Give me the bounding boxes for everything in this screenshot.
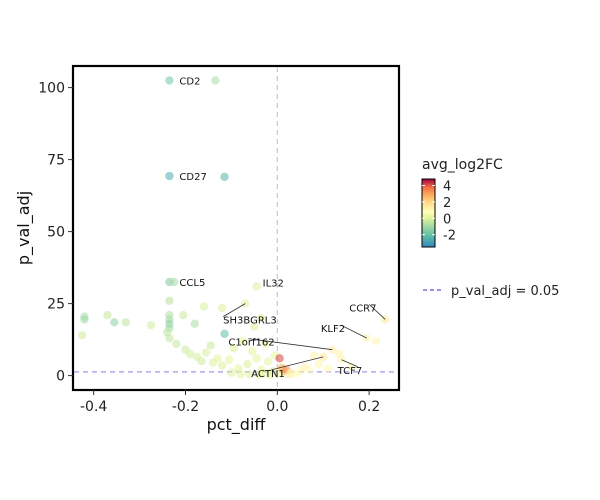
- data-point: [261, 339, 271, 349]
- data-point: [121, 318, 131, 327]
- color-bar-tick-label: 0: [443, 212, 451, 227]
- color-legend: avg_log2FC 420 -2: [421, 157, 503, 248]
- data-point: [211, 76, 220, 85]
- data-point: [323, 364, 333, 373]
- data-point: [371, 336, 381, 346]
- data-point: [238, 336, 248, 346]
- labels-layer: CD2 CD27 CCL5 IL32 SH3BGRL3 CCR7 KLF2 TCF7 C1orf…: [179, 76, 386, 380]
- data-point: [309, 351, 319, 360]
- data-point: [314, 359, 323, 369]
- gene-label: KLF2: [321, 324, 345, 335]
- gene-label: ACTN1: [251, 369, 285, 380]
- label-connector: [271, 356, 324, 371]
- data-point: [243, 359, 252, 369]
- data-point: [247, 346, 257, 356]
- data-point: [185, 349, 195, 359]
- y-tick-label: 75: [47, 153, 65, 169]
- gene-label: CCL5: [179, 278, 205, 289]
- data-point: [245, 369, 254, 379]
- x-axis-title: pct_diff: [207, 415, 267, 435]
- gene-label: CD27: [179, 172, 206, 183]
- gene-label: SH3BGRL3: [223, 316, 277, 327]
- label-connector: [341, 359, 358, 368]
- data-point: [199, 302, 209, 311]
- data-point: [259, 369, 268, 378]
- data-point: [220, 329, 229, 339]
- y-tick-label: 100: [38, 81, 65, 97]
- data-point: [337, 355, 346, 364]
- y-tick-label: 50: [47, 225, 65, 241]
- plot-border: [71, 64, 401, 392]
- data-point: [224, 355, 234, 364]
- data-point: [77, 331, 87, 340]
- data-point: [236, 369, 245, 379]
- color-bar-tick-label: 4: [443, 180, 451, 195]
- gene-label: TCF7: [337, 366, 363, 377]
- x-tick-label: -0.2: [172, 399, 199, 415]
- data-point: [305, 365, 314, 375]
- threshold-legend-label: p_val_adj = 0.05: [451, 284, 559, 299]
- threshold-legend: p_val_adj = 0.05: [423, 284, 559, 299]
- data-point: [103, 310, 112, 320]
- y-tick-label: 0: [56, 369, 65, 385]
- data-point: [80, 315, 89, 324]
- data-point: [240, 299, 250, 308]
- label-connector: [340, 324, 368, 339]
- color-bar: [421, 178, 436, 248]
- plot-area: CD2 CD27 CCL5 IL32 SH3BGRL3 CCR7 KLF2 TCF7 C1orf…: [71, 64, 401, 392]
- color-bar-ticks: 420 -2: [422, 180, 456, 244]
- color-legend-title: avg_log2FC: [422, 157, 503, 173]
- data-point: [213, 354, 222, 363]
- data-point: [218, 361, 227, 370]
- x-tick-label: -0.4: [80, 399, 107, 415]
- data-point: [172, 339, 181, 349]
- y-tick-label: 25: [47, 297, 65, 313]
- data-point: [165, 296, 174, 305]
- gene-label: IL32: [263, 278, 284, 289]
- gene-label: C1orf162: [228, 338, 274, 349]
- data-point: [252, 354, 261, 363]
- data-point: [146, 321, 156, 330]
- color-bar-tick-label: -2: [443, 229, 456, 244]
- x-tick-label: 0.0: [266, 399, 288, 415]
- y-axis-title: p_val_adj: [14, 191, 34, 265]
- data-point: [206, 341, 215, 350]
- data-point: [218, 303, 227, 313]
- data-point: [169, 277, 179, 287]
- gene-label: CCR7: [349, 303, 376, 314]
- data-point: [165, 171, 174, 181]
- x-tick-label: 0.2: [358, 399, 380, 415]
- y-axis: 0 25 50 75 100: [38, 81, 73, 385]
- data-point: [263, 357, 273, 366]
- color-bar-tick-label: 2: [443, 196, 451, 211]
- data-point: [257, 313, 266, 323]
- data-point: [252, 282, 261, 291]
- points-layer: [77, 76, 390, 380]
- data-point: [266, 370, 275, 380]
- data-point: [110, 318, 119, 327]
- gene-label: CD2: [179, 76, 200, 87]
- label-connector: [368, 304, 386, 320]
- data-point: [220, 172, 229, 182]
- label-connector: [248, 338, 333, 351]
- data-point: [275, 354, 284, 363]
- data-point: [165, 333, 174, 343]
- data-point: [190, 319, 199, 328]
- data-point: [165, 76, 174, 85]
- data-point: [197, 357, 206, 366]
- label-connector: [222, 303, 246, 317]
- data-point: [201, 348, 211, 357]
- data-point: [178, 310, 188, 320]
- x-axis: -0.4 -0.2 0.0 0.2: [80, 390, 380, 415]
- data-point: [250, 322, 259, 331]
- data-point: [227, 368, 236, 377]
- data-point: [229, 344, 238, 353]
